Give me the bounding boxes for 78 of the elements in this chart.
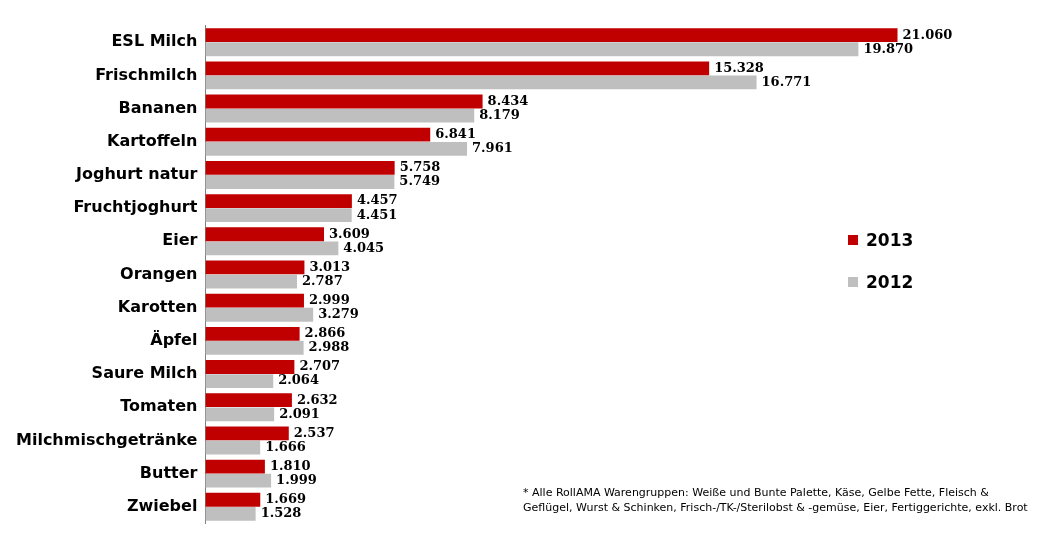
bar bbox=[205, 440, 261, 455]
data-label: 3.609 bbox=[329, 225, 370, 241]
bar bbox=[205, 160, 395, 175]
data-label: 1.528 bbox=[260, 505, 302, 521]
y-tick-label: Kartoffeln bbox=[106, 130, 198, 150]
data-label: 7.961 bbox=[472, 140, 513, 156]
data-label: 2.091 bbox=[279, 405, 320, 421]
data-label: 4.045 bbox=[343, 239, 385, 255]
bar bbox=[205, 75, 757, 90]
data-label: 1.666 bbox=[265, 438, 306, 454]
bar bbox=[205, 506, 256, 521]
bar bbox=[205, 326, 300, 341]
data-label: 16.771 bbox=[761, 73, 812, 89]
data-label: 4.457 bbox=[356, 192, 398, 208]
data-label: 8.434 bbox=[487, 92, 529, 108]
bar bbox=[205, 42, 859, 57]
data-label: 1.810 bbox=[269, 457, 311, 473]
data-label: 4.451 bbox=[356, 206, 398, 222]
y-tick-label: Karotten bbox=[117, 296, 198, 316]
data-label: 21.060 bbox=[902, 26, 953, 42]
y-tick-label: Zwiebel bbox=[126, 495, 198, 515]
y-tick-label: Saure Milch bbox=[91, 363, 198, 383]
y-tick-label: Fruchtjoghurt bbox=[73, 197, 198, 217]
bar bbox=[205, 127, 431, 142]
y-tick-label: Äpfel bbox=[150, 330, 198, 350]
data-label: 2.632 bbox=[296, 391, 338, 407]
data-label: 5.758 bbox=[399, 159, 441, 175]
y-tick-label: Bananen bbox=[118, 97, 198, 117]
data-label: 8.179 bbox=[479, 106, 520, 122]
bar bbox=[205, 360, 295, 374]
bar bbox=[205, 492, 261, 507]
bar bbox=[205, 108, 475, 123]
bar bbox=[205, 307, 314, 322]
bar bbox=[205, 241, 339, 256]
bar bbox=[205, 141, 468, 156]
bar bbox=[205, 374, 274, 389]
bar bbox=[205, 473, 272, 488]
bar bbox=[205, 426, 289, 441]
bar bbox=[205, 274, 297, 289]
data-label: 5.749 bbox=[399, 173, 441, 189]
data-label: 2.537 bbox=[293, 424, 335, 440]
bar bbox=[205, 341, 304, 355]
bar bbox=[205, 175, 395, 189]
bar bbox=[205, 393, 292, 408]
data-label: 1.999 bbox=[276, 472, 317, 488]
data-label: 2.999 bbox=[308, 292, 350, 308]
bar bbox=[205, 293, 304, 308]
bar bbox=[205, 28, 898, 43]
y-tick-label: Eier bbox=[162, 230, 198, 250]
data-label: 15.328 bbox=[714, 59, 764, 75]
y-tick-label: ESL Milch bbox=[111, 31, 198, 51]
legend-label: 2012 bbox=[866, 272, 914, 292]
data-label: 2.988 bbox=[308, 339, 350, 355]
bar bbox=[205, 61, 710, 76]
data-label: 2.064 bbox=[278, 372, 319, 388]
data-label: 2.707 bbox=[299, 358, 341, 374]
y-tick-label: Butter bbox=[139, 462, 198, 482]
bar bbox=[205, 227, 325, 242]
y-tick-label: Frischmilch bbox=[95, 64, 198, 84]
bar bbox=[205, 94, 483, 109]
data-label: 1.669 bbox=[265, 491, 306, 507]
data-label: 19.870 bbox=[863, 40, 914, 56]
y-tick-label: Orangen bbox=[120, 263, 198, 283]
bar bbox=[205, 194, 352, 208]
y-tick-label: Joghurt natur bbox=[75, 164, 198, 184]
bar bbox=[205, 260, 305, 275]
data-label: 3.279 bbox=[318, 306, 359, 322]
y-tick-label: Milchmischgetränke bbox=[15, 429, 198, 449]
data-label: 6.841 bbox=[435, 126, 476, 142]
data-label: 3.013 bbox=[309, 258, 351, 274]
bar bbox=[205, 459, 265, 474]
legend-label: 2013 bbox=[866, 230, 914, 250]
data-label: 2.866 bbox=[304, 325, 346, 341]
bar bbox=[205, 407, 275, 422]
data-label: 2.787 bbox=[302, 272, 343, 288]
bar bbox=[205, 208, 352, 223]
y-tick-label: Tomaten bbox=[120, 396, 198, 416]
annotation: * Alle RollAMA Warengruppen: Weiße und Bunte Palette, Käse, Gelbe Fette, Fleisch & Geflügel, Wurst & Schinken, Frisch-/TK-/Sterilobst & -gemüse, Eier, Fertiggerichte, exkl. Brot bbox=[523, 485, 1029, 515]
